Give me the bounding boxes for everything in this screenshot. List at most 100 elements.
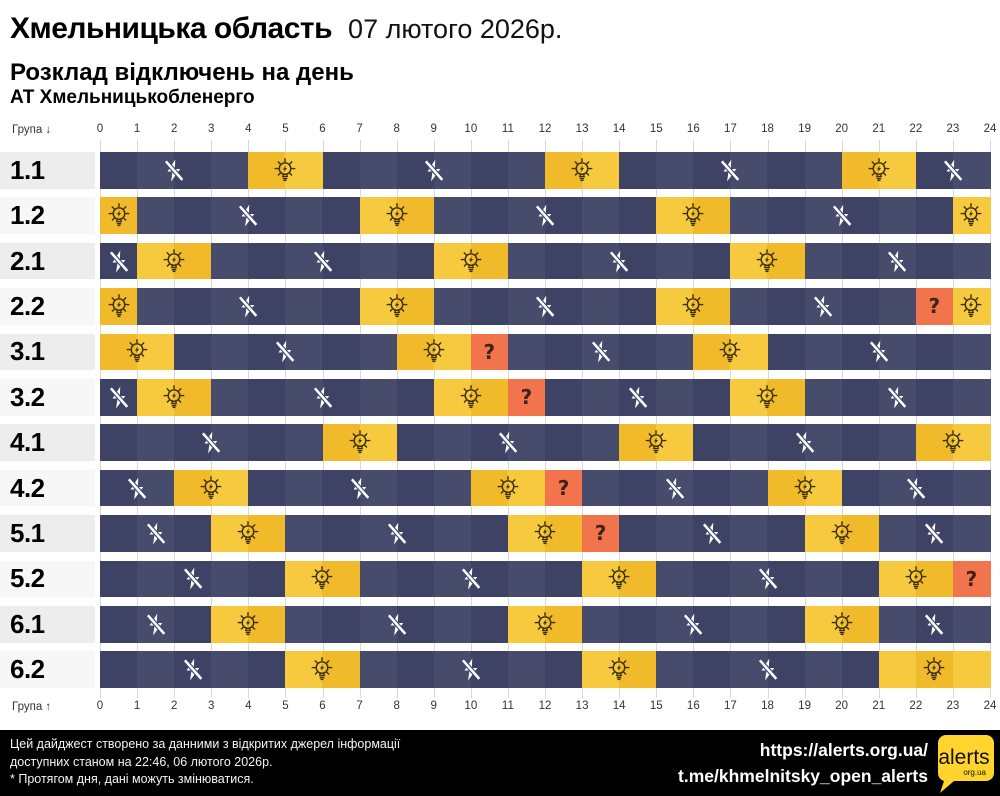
- segment-icon-holder: ?: [595, 515, 607, 552]
- segment-icon-holder: [791, 470, 818, 507]
- cell-off-h12: [545, 379, 583, 416]
- group-row-4.1: [100, 424, 991, 461]
- cell-off-h4: [248, 288, 286, 325]
- segment-icon-holder: [383, 197, 410, 234]
- cell-on-h21: [878, 152, 917, 189]
- bulb-icon: [960, 294, 982, 318]
- cell-off-h1: [137, 560, 175, 598]
- footer-disclaimer: Цей дайджест створено за данними з відкр…: [10, 736, 400, 789]
- bulb-icon: [237, 611, 259, 635]
- segment-icon-holder: [680, 288, 707, 325]
- segment-on-19-21: [804, 515, 880, 552]
- cell-off-h0: [100, 560, 138, 598]
- bulb-icon: [868, 157, 890, 181]
- cell-maybe-h11: [507, 379, 546, 416]
- segment-on-3-5: [211, 606, 286, 643]
- segment-icon-holder: [829, 197, 854, 234]
- cell-off-h19: [804, 560, 843, 598]
- footer-url[interactable]: https://alerts.org.ua/: [759, 740, 928, 760]
- cell-off-h22: [915, 379, 954, 416]
- cell-off-h23: [952, 606, 991, 643]
- segment-icon-holder: [754, 243, 781, 280]
- cell-on-h6: [322, 560, 361, 598]
- hour-label-bottom-3: 3: [208, 700, 215, 712]
- segment-on-0-1: [100, 288, 138, 325]
- cell-off-h13: [582, 424, 620, 461]
- cell-off-h3: [211, 424, 249, 461]
- footer-line-1: Цей дайджест створено за данними з відкр…: [10, 737, 401, 751]
- cell-off-h12: [544, 333, 583, 371]
- cell-off-h3: [211, 379, 249, 416]
- cell-off-h19: [804, 651, 843, 688]
- cell-off-h6: [322, 152, 361, 189]
- segment-off-0-5: [100, 560, 286, 598]
- cell-off-h4: [248, 424, 286, 461]
- segment-icon-holder: [162, 152, 187, 189]
- group-row-2.1: [100, 242, 991, 280]
- cell-off-h6: [322, 242, 361, 280]
- hour-label-top-21: 21: [872, 123, 886, 135]
- cell-off-h1: [137, 288, 175, 325]
- cell-off-h5: [285, 606, 324, 643]
- cell-off-h18: [767, 333, 806, 371]
- cell-on-h12: [544, 515, 583, 552]
- segment-icon-holder: [161, 379, 188, 416]
- gridline-hour-4: [248, 140, 250, 698]
- segment-icon-holder: ?: [558, 470, 570, 507]
- segment-icon-holder: [125, 470, 150, 507]
- hour-label-top-9: 9: [430, 123, 437, 135]
- group-row-2.2: ?: [100, 288, 991, 325]
- cell-off-h14: [619, 469, 657, 507]
- uncertain-question-mark: ?: [965, 566, 978, 591]
- segment-off-20-24: [841, 469, 991, 507]
- bulb-icon: [200, 475, 222, 499]
- group-row-1.1: [100, 152, 991, 189]
- segment-icon-holder: [531, 606, 558, 643]
- cell-off-h12: [544, 560, 583, 598]
- cell-off-h6: [322, 288, 361, 325]
- segment-icon-holder: [921, 651, 948, 688]
- hour-label-top-18: 18: [761, 123, 774, 135]
- group-label-strip-5.2: 5.2: [0, 560, 95, 598]
- segment-icon-holder: [643, 424, 670, 461]
- cell-on-h13: [582, 152, 620, 189]
- segment-on-4-6: [248, 152, 324, 189]
- cell-off-h9: [433, 152, 472, 189]
- hour-label-bottom-2: 2: [170, 700, 178, 712]
- cell-off-h18: [767, 606, 806, 643]
- cell-off-h7: [359, 333, 398, 371]
- segment-off-18-24: [767, 333, 991, 371]
- cell-off-h1: [137, 424, 175, 461]
- group-label-1.2: 1.2: [10, 200, 45, 231]
- cell-off-h8: [396, 424, 435, 461]
- cell-off-h16: [693, 651, 731, 688]
- bulb-icon: [349, 430, 371, 454]
- schedule-title: Розклад відключень на день: [10, 59, 354, 86]
- no-power-icon: [497, 431, 519, 454]
- no-power-icon: [238, 295, 259, 318]
- group-label-strip-3.2: 3.2: [0, 379, 95, 416]
- segment-off-0-2: [100, 469, 175, 507]
- segment-icon-holder: ?: [521, 379, 533, 416]
- segment-icon-holder: [607, 243, 632, 280]
- footer-telegram-link[interactable]: t.me/khmelnitsky_open_alerts: [678, 766, 928, 786]
- hour-label-top-22: 22: [909, 123, 923, 135]
- no-power-icon: [942, 159, 964, 182]
- cell-off-h14: [619, 515, 657, 552]
- cell-off-h8: [396, 606, 435, 643]
- cell-off-h11: [507, 651, 546, 688]
- hour-label-top-0: 0: [96, 123, 104, 135]
- hour-label-top-14: 14: [612, 123, 626, 135]
- hour-label-bottom-22: 22: [909, 700, 923, 712]
- bulb-icon: [831, 611, 853, 635]
- no-power-icon: [460, 658, 481, 681]
- segment-icon-holder: [885, 243, 910, 280]
- cell-on-h20: [841, 606, 880, 643]
- hour-label-top-3: 3: [208, 123, 215, 135]
- segment-icon-holder: [235, 606, 262, 643]
- segment-icon-holder: [811, 288, 836, 325]
- segment-icon-holder: ?: [484, 334, 496, 371]
- no-power-icon: [238, 204, 259, 227]
- segment-on-11-13: [507, 606, 583, 643]
- segment-icon-holder: [199, 424, 224, 461]
